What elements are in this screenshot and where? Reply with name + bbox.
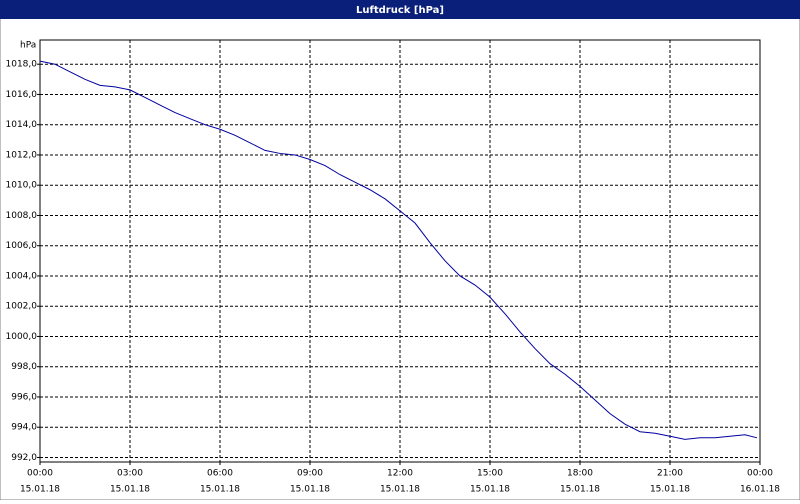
- y-unit: hPa: [20, 41, 36, 51]
- x-tick-date: 15.01.18: [110, 485, 150, 495]
- x-tick-label: 09:00: [297, 469, 323, 479]
- x-tick-label: 00:00: [747, 469, 773, 479]
- x-tick-date: 15.01.18: [20, 485, 60, 495]
- x-tick-label: 15:00: [477, 469, 503, 479]
- y-tick-label: 1000,0: [6, 332, 38, 342]
- x-tick-label: 00:00: [27, 469, 53, 479]
- x-tick-date: 15.01.18: [380, 485, 420, 495]
- y-tick-label: 1008,0: [6, 211, 38, 221]
- y-tick-label: 1004,0: [6, 271, 38, 281]
- y-tick-label: 998,0: [11, 362, 37, 372]
- x-tick-label: 03:00: [117, 469, 143, 479]
- x-tick-date: 15.01.18: [290, 485, 330, 495]
- y-tick-label: 1006,0: [6, 241, 38, 251]
- data-line: [39, 60, 758, 440]
- x-tick-date: 15.01.18: [470, 485, 510, 495]
- y-tick-label: 1002,0: [6, 302, 38, 312]
- y-tick-label: 996,0: [11, 392, 37, 402]
- y-tick-label: 1010,0: [6, 181, 38, 191]
- x-tick-label: 12:00: [387, 469, 413, 479]
- x-tick-date: 15.01.18: [650, 485, 690, 495]
- title-bar: [0, 0, 800, 19]
- y-tick-label: 994,0: [11, 423, 37, 433]
- y-tick-label: 1018,0: [6, 60, 38, 70]
- x-tick-date: 16.01.18: [740, 485, 780, 495]
- x-tick-label: 18:00: [567, 469, 593, 479]
- y-tick-label: 1012,0: [6, 150, 38, 160]
- y-tick-label: 992,0: [11, 453, 37, 463]
- x-tick-label: 06:00: [207, 469, 233, 479]
- x-tick-date: 15.01.18: [560, 485, 600, 495]
- chart-title: Luftdruck [hPa]: [356, 5, 444, 16]
- x-tick-date: 15.01.18: [200, 485, 240, 495]
- y-tick-label: 1014,0: [6, 120, 38, 130]
- x-tick-label: 21:00: [657, 469, 683, 479]
- y-tick-label: 1016,0: [6, 90, 38, 100]
